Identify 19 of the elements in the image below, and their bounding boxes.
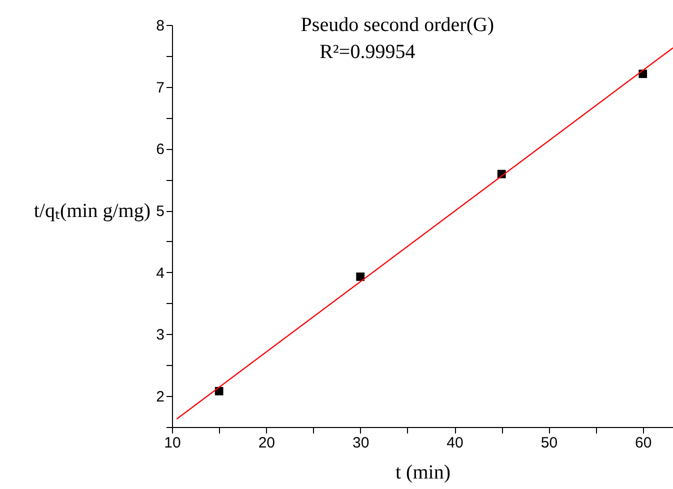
annotation: R²=0.99954 — [320, 41, 416, 63]
y-tick-label: 7 — [156, 79, 164, 96]
x-tick-label: 10 — [164, 434, 181, 452]
point — [356, 272, 365, 281]
y-tick-label: 8 — [156, 18, 164, 34]
y-axis-title: t/qₜ(min g/mg) — [34, 200, 150, 222]
y-tick-label: 6 — [156, 141, 164, 158]
y-tick-label: 3 — [156, 326, 164, 344]
x-axis-title: t (min) — [396, 462, 450, 484]
y-tick-label: 2 — [156, 388, 164, 406]
x-tick-label: 40 — [446, 434, 464, 452]
x-tick-label: 20 — [258, 434, 276, 452]
y-tick-label: 5 — [156, 203, 164, 220]
x-tick-label: 60 — [635, 434, 652, 452]
y-tick-label: 4 — [156, 264, 164, 282]
point — [214, 386, 224, 396]
x-tick-label: 50 — [540, 434, 558, 452]
x-tick-label: 30 — [352, 434, 370, 452]
chart-title: Pseudo second order(G) — [300, 14, 494, 36]
